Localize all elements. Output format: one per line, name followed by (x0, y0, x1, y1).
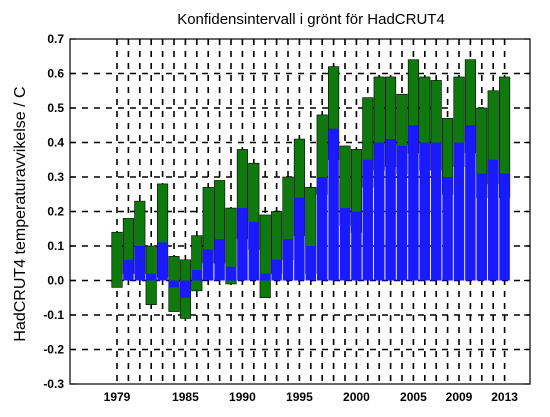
y-tick-label: 0.4 (47, 136, 64, 150)
x-tick-label: 1985 (172, 390, 199, 404)
anomaly-bar (305, 246, 317, 281)
y-tick-label: 0.5 (47, 101, 64, 115)
anomaly-bar (362, 159, 374, 281)
anomaly-bar (168, 280, 180, 288)
y-tick-label: 0.0 (47, 274, 64, 288)
anomaly-bar (373, 142, 385, 281)
anomaly-bar (465, 125, 476, 281)
y-tick-label: 0.2 (47, 205, 64, 219)
y-tick-label: -0.1 (43, 308, 64, 322)
anomaly-bar (259, 273, 271, 281)
anomaly-bar (430, 142, 442, 281)
anomaly-bar (351, 211, 362, 281)
anomaly-bar (157, 242, 168, 281)
anomaly-bar (339, 208, 351, 281)
x-tick-label: 2013 (491, 390, 518, 404)
y-tick-label: -0.2 (43, 343, 64, 357)
anomaly-bar (385, 139, 396, 281)
anomaly-bar (202, 249, 214, 281)
x-tick-label: 1995 (286, 390, 313, 404)
anomaly-bar (180, 280, 191, 298)
anomaly-bar (237, 208, 248, 281)
anomaly-bar (225, 266, 237, 281)
anomaly-bar (442, 177, 453, 281)
anomaly-bar (316, 177, 328, 281)
anomaly-bar (419, 142, 431, 281)
y-tick-label: 0.7 (47, 32, 64, 46)
anomaly-bar (214, 239, 225, 281)
chart-title: Konfidensintervall i grönt för HadCRUT4 (177, 11, 445, 28)
x-tick-label: 2009 (446, 390, 473, 404)
anomaly-bar (123, 259, 134, 281)
x-axis-ticks: 1979 1985 1990 1995 2000 2005 2009 2013 (104, 390, 519, 404)
y-tick-label: -0.3 (43, 377, 64, 391)
anomaly-bar (294, 197, 305, 281)
confidence-bar (259, 214, 271, 299)
x-tick-label: 2000 (343, 390, 370, 404)
y-tick-label: 0.1 (47, 239, 64, 253)
confidence-bar (225, 207, 237, 285)
anomaly-bar (282, 239, 294, 281)
anomaly-bar (145, 273, 157, 281)
anomaly-bar (191, 270, 203, 281)
y-tick-label: 0.6 (47, 67, 64, 81)
anomaly-bar (134, 246, 146, 281)
anomaly-bar (328, 128, 339, 281)
x-tick-label: 2005 (400, 390, 427, 404)
x-tick-label: 1979 (104, 390, 131, 404)
bars (111, 59, 511, 319)
confidence-bar (191, 235, 203, 292)
anomaly-bar (271, 259, 282, 281)
anomaly-bar (476, 173, 488, 281)
confidence-bar (111, 231, 123, 288)
y-axis-ticks: -0.3 -0.2 -0.1 0.0 0.1 0.2 0.3 0.4 0.5 0.6 0.7 (43, 32, 530, 391)
anomaly-bar (453, 142, 465, 281)
x-tick-label: 1990 (229, 390, 256, 404)
anomaly-bar (248, 221, 260, 281)
y-tick-label: 0.3 (47, 170, 64, 184)
y-axis-label: HadCRUT4 temperaturavvikelse / C (12, 86, 29, 341)
anomaly-bar (408, 125, 419, 281)
anomaly-bar (396, 145, 408, 281)
anomaly-bar (499, 173, 510, 281)
anomaly-bar (487, 159, 499, 281)
